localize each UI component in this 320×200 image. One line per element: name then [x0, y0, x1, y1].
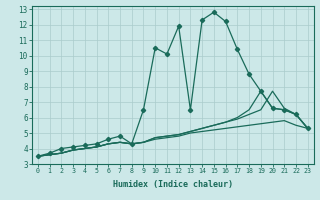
X-axis label: Humidex (Indice chaleur): Humidex (Indice chaleur) [113, 180, 233, 189]
